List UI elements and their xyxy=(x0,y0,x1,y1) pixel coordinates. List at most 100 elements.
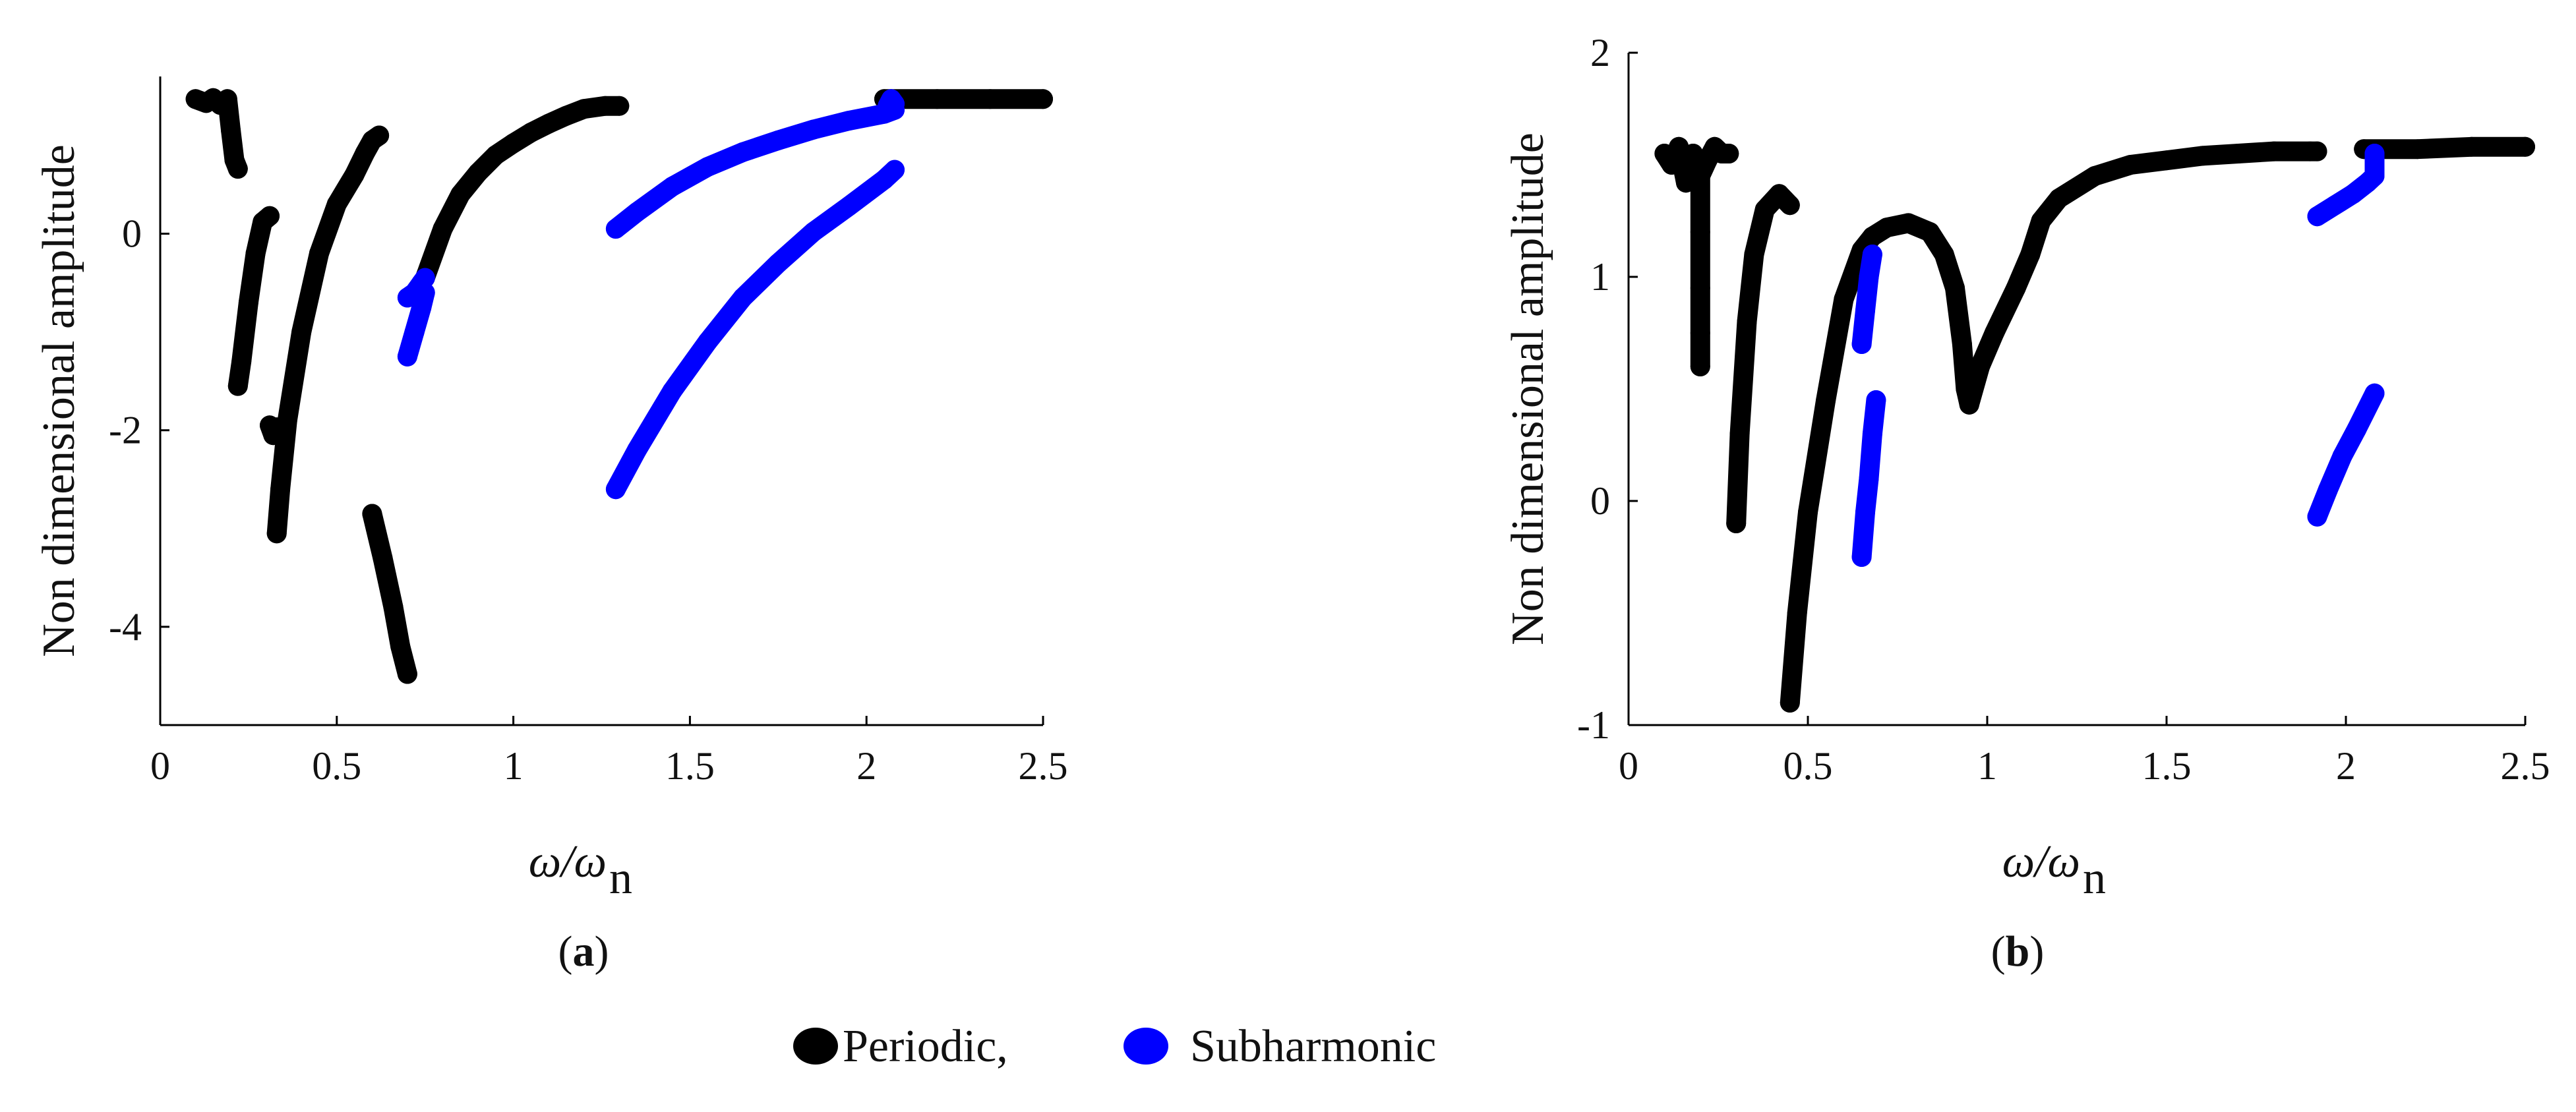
panel-b-subharmonic-point xyxy=(1855,301,1875,320)
panel-b-periodic-point xyxy=(1690,357,1710,376)
panel-a-subharmonic-point xyxy=(733,287,753,308)
panel-a-subharmonic-point xyxy=(698,157,718,177)
panel-a-y-tick-label: 0 xyxy=(122,212,142,256)
panel-b-periodic-point xyxy=(2031,211,2051,231)
panel-b-periodic-branch-6 xyxy=(2354,136,2535,160)
panel-a-subharmonic-point xyxy=(885,94,905,114)
panel-b-periodic-point xyxy=(2085,166,2105,186)
panel-a-periodic-point xyxy=(595,96,615,116)
panel-b-x-tick-label: 2.5 xyxy=(2501,744,2550,788)
panel-a-x-tick-label: 1.5 xyxy=(665,744,715,788)
panel-a-periodic-point xyxy=(609,96,630,116)
panel-a-periodic-point xyxy=(556,105,576,126)
panel-b-subharmonic-point xyxy=(2364,166,2385,186)
panel-b-periodic-point xyxy=(2049,189,2069,208)
panel-b-x-tick-label: 0.5 xyxy=(1783,744,1833,788)
panel-a-subharmonic-branch-2 xyxy=(605,100,905,239)
panel-b-y-tick-label: 1 xyxy=(1590,255,1610,299)
panel-a-subharmonic-branch-3 xyxy=(605,160,905,500)
panel-b-periodic-point xyxy=(1984,323,2004,343)
panel-b-marks xyxy=(1654,136,2535,713)
panel-b-periodic-branch-5 xyxy=(1959,141,2327,415)
legend-periodic-label: Periodic, xyxy=(843,1021,1008,1072)
panel-a-subharmonic-point xyxy=(768,130,789,150)
panel-a-periodic-point xyxy=(291,322,312,342)
panel-a-subharmonic-point xyxy=(803,221,824,242)
panel-a-periodic-point xyxy=(383,597,404,618)
panel-b-periodic-point xyxy=(2461,136,2482,157)
panel-b-subharmonic-point xyxy=(2332,446,2352,466)
panel-a-axes xyxy=(159,76,1043,726)
panel-b-periodic-point xyxy=(2407,139,2428,160)
panel-b-periodic-branch-4 xyxy=(1862,213,1979,415)
panel-a-subharmonic-point xyxy=(662,381,682,401)
panel-b-subharmonic-point xyxy=(1851,334,1872,354)
panel-b-subharmonic-point xyxy=(1855,502,1875,522)
panel-b-subharmonic-point xyxy=(1862,245,1882,264)
panel-b-periodic-point xyxy=(1920,222,1940,242)
panel-b-subharmonic-point xyxy=(2347,419,2367,440)
panel-a-subharmonic-point xyxy=(885,160,905,180)
panel-b-periodic-point xyxy=(2120,155,2141,175)
panel-b-x-axis-label: ω/ω xyxy=(2002,836,2080,887)
panel-a-subharmonic-point xyxy=(397,346,417,366)
panel-b-periodic-point xyxy=(2307,141,2327,161)
panel-b-x-ticks: 0 0.5 1 1.5 2 2.5 xyxy=(1619,716,2550,788)
panel-a-periodic-point xyxy=(270,479,291,500)
panel-b-periodic-point xyxy=(1834,289,1854,309)
panel-a-periodic-point xyxy=(503,133,524,154)
panel-b-periodic-point xyxy=(1945,278,1965,298)
panel-b-periodic-point xyxy=(2006,278,2026,298)
panel-a-periodic-point xyxy=(390,636,411,657)
panel-a-x-axis-label: ω/ω xyxy=(529,836,607,887)
panel-a-subharmonic-point xyxy=(415,283,435,303)
panel-b-subharmonic-point xyxy=(1859,267,1879,287)
panel-b-y-ticks: -1 0 1 2 xyxy=(1577,31,1638,747)
panel-b-subharmonic-point xyxy=(1851,547,1872,567)
panel-a-caption-letter: a xyxy=(573,927,595,976)
panel-b-periodic-point xyxy=(2264,141,2285,161)
panel-a-periodic-point xyxy=(231,351,252,372)
panel-b-periodic-point xyxy=(1744,245,1764,264)
panel-b-subharmonic-point xyxy=(1862,424,1882,444)
panel-b-periodic-point xyxy=(1780,195,1800,216)
panel-b-periodic-point xyxy=(1754,200,1775,219)
panel-a-periodic-point xyxy=(277,410,297,430)
panel-a: 0 0.5 1 1.5 2 2.5 -4 -2 0 Non dimensional ampli… xyxy=(34,76,1068,976)
panel-b-x-tick-label: 1.5 xyxy=(2142,744,2192,788)
panel-a-caption: (a) xyxy=(558,927,609,976)
panel-b-subharmonic-point xyxy=(1866,390,1886,410)
panel-b-periodic-point xyxy=(1780,693,1800,713)
panel-b-periodic-point xyxy=(1816,390,1836,410)
panel-a-subharmonic-point xyxy=(733,142,753,162)
panel-a-x-ticks: 0 0.5 1 1.5 2 2.5 xyxy=(150,716,1068,788)
legend-subharmonic-label: Subharmonic xyxy=(1190,1021,1436,1072)
panel-b-periodic-point xyxy=(1690,222,1710,242)
panel-a-periodic-point xyxy=(450,184,471,204)
panel-a-y-tick-label: -2 xyxy=(109,409,142,452)
panel-b-subharmonic-point xyxy=(2364,383,2385,403)
panel-a-y-ticks: -4 -2 0 xyxy=(109,212,169,649)
panel-a-subharmonic-point xyxy=(404,322,425,342)
panel-b-axes xyxy=(1627,53,2525,726)
panel-b-periodic-point xyxy=(2157,150,2176,171)
panel-a-marks xyxy=(185,88,1053,684)
panel-a-periodic-point xyxy=(266,523,287,544)
panel-a-y-axis-label: Non dimensional amplitude xyxy=(34,144,84,657)
panel-b-periodic-point xyxy=(2228,144,2248,163)
panel-a-periodic-point xyxy=(468,163,488,183)
panel-a-periodic-point xyxy=(980,89,1000,109)
panel-a-x-tick-label: 2 xyxy=(856,744,876,788)
panel-b-x-tick-label: 1 xyxy=(1977,744,1997,788)
panel-b-subharmonic-point xyxy=(2325,195,2345,216)
panel-a-subharmonic-point xyxy=(411,297,432,318)
panel-a-periodic-point xyxy=(245,243,266,264)
panel-b-subharmonic-point xyxy=(2307,506,2327,527)
panel-b-periodic-point xyxy=(2020,245,2041,264)
panel-b-x-tick-label: 0 xyxy=(1619,744,1638,788)
panel-a-subharmonic-point xyxy=(698,332,718,352)
panel-a-periodic-point xyxy=(1033,89,1053,109)
panel-a-y-tick-label: -4 xyxy=(109,605,142,649)
